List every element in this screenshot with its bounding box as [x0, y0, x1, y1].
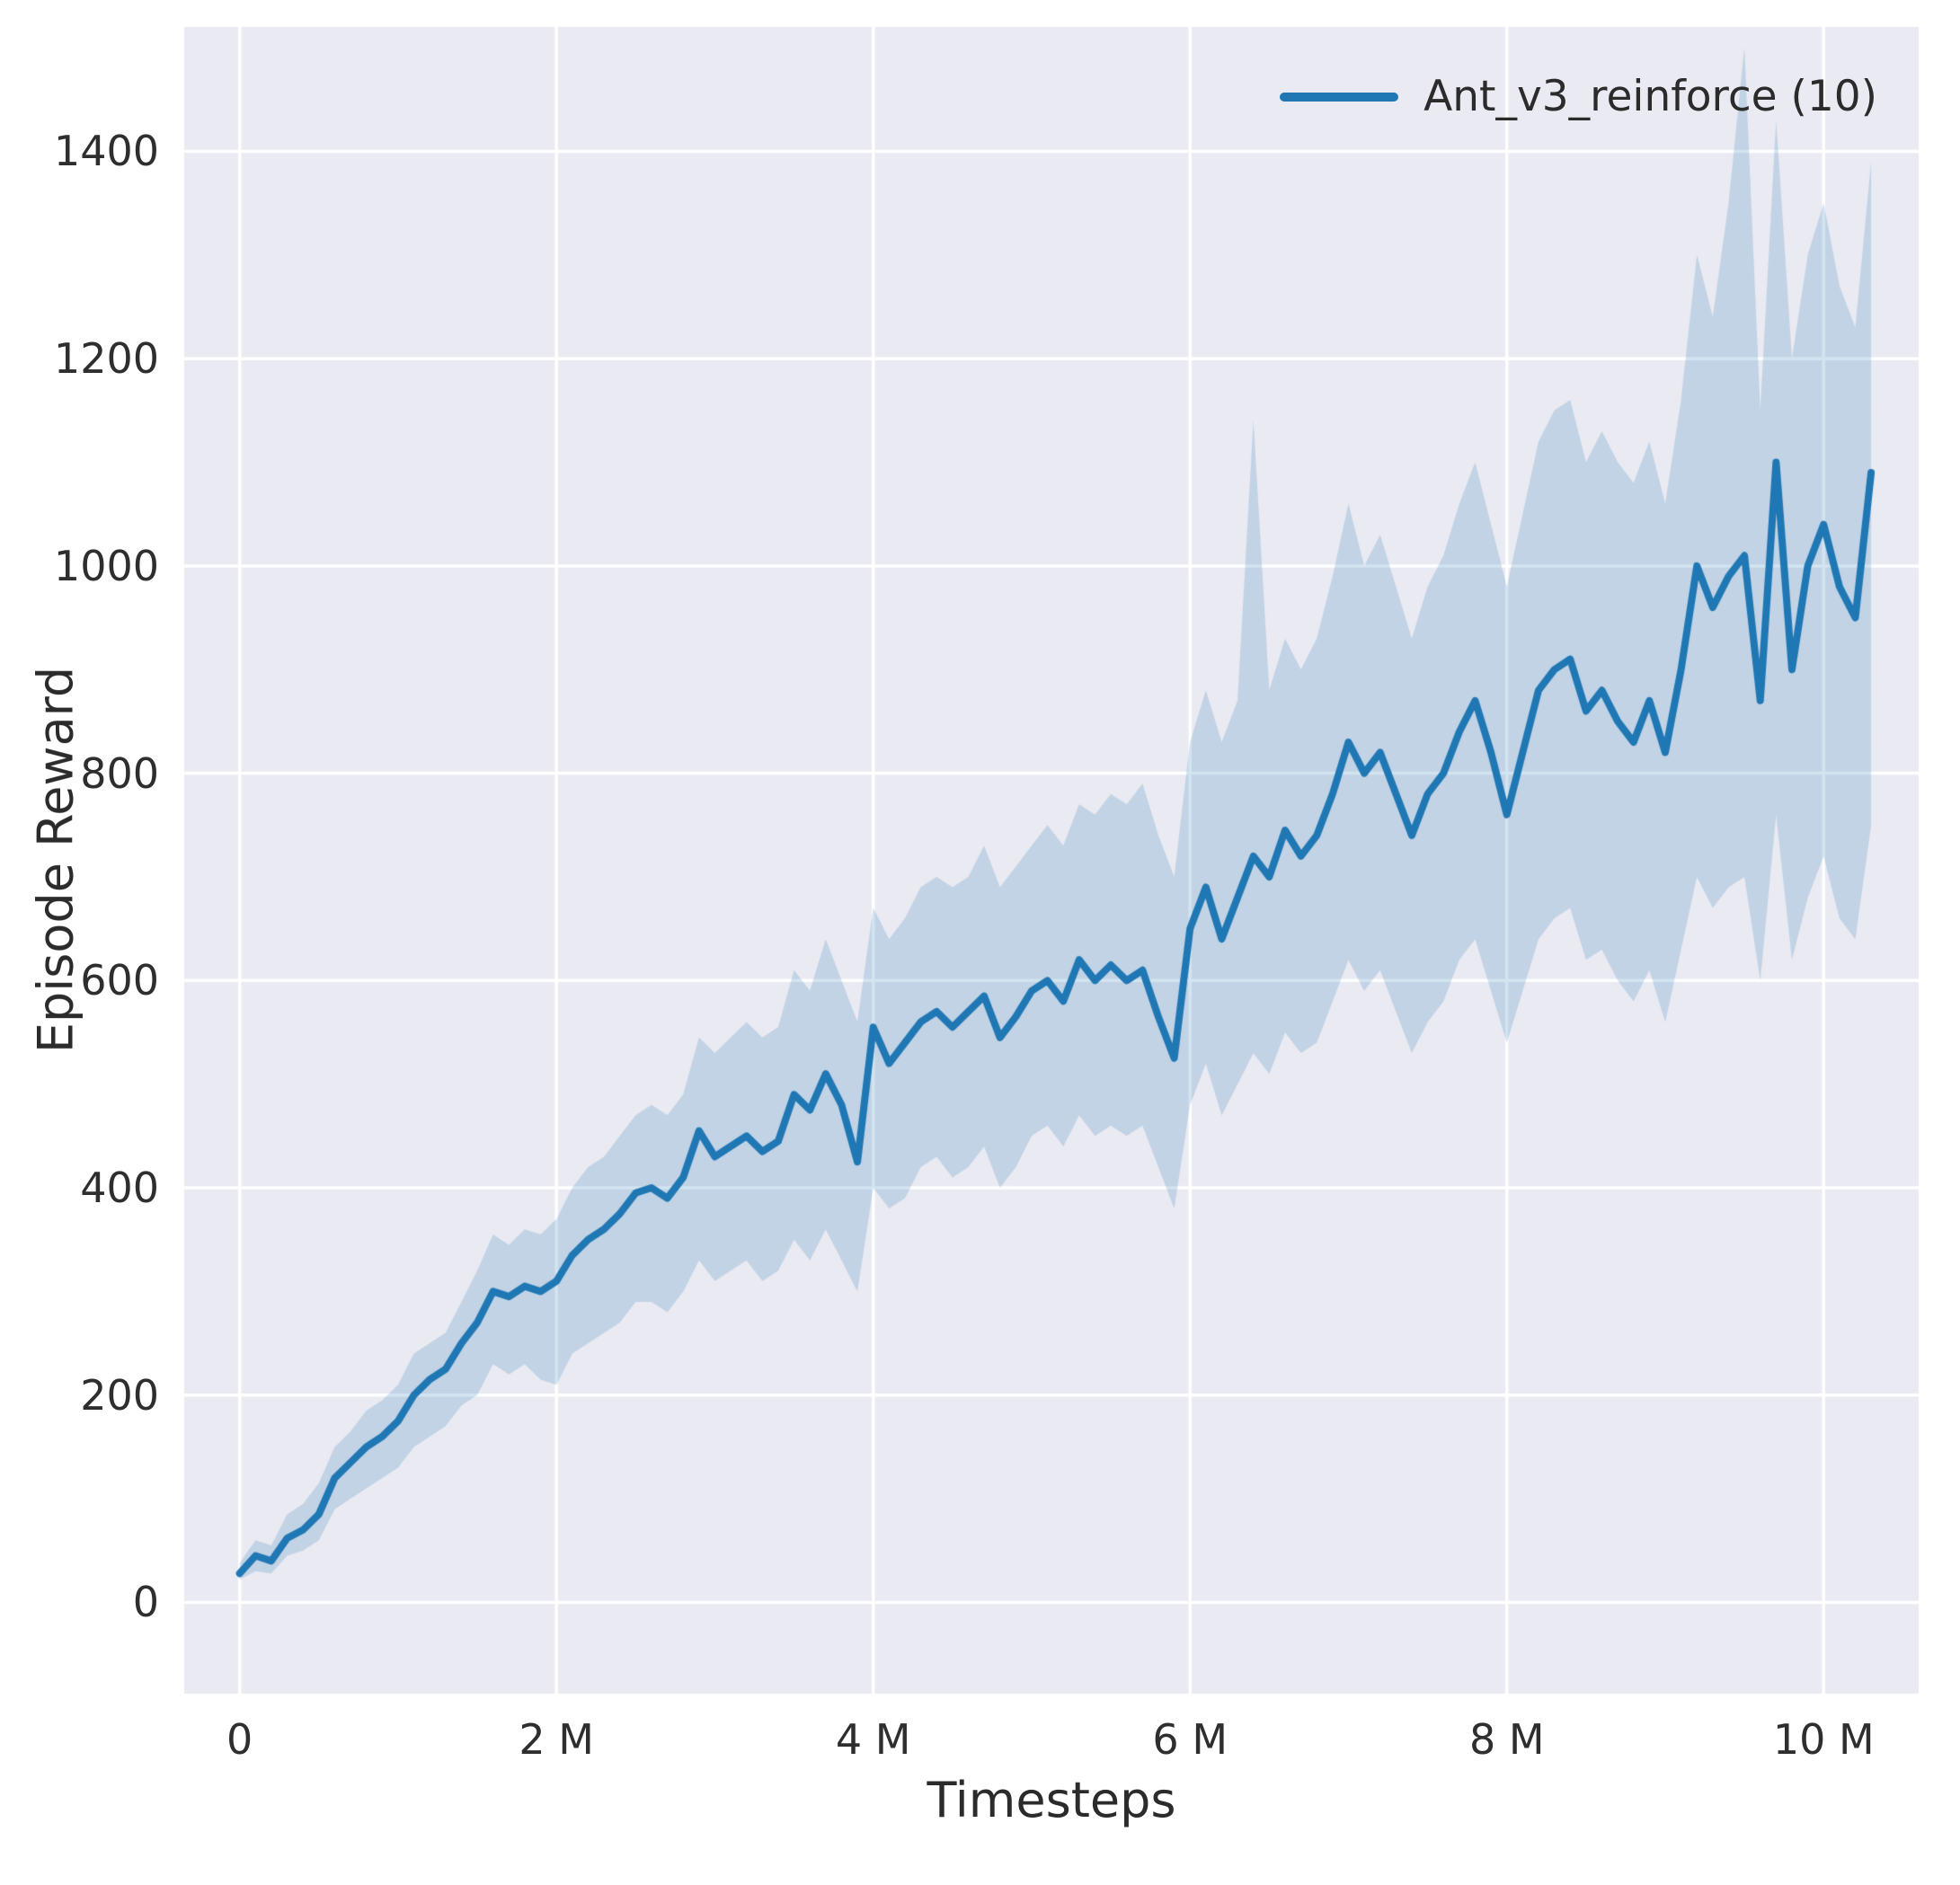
- x-axis-label: Timesteps: [927, 1772, 1176, 1828]
- y-tick-label: 200: [80, 1370, 159, 1420]
- x-tick-label: 4 M: [835, 1715, 911, 1764]
- legend-label: Ant_v3_reinforce (10): [1423, 72, 1877, 121]
- y-tick-label: 600: [80, 956, 159, 1005]
- y-tick-label: 0: [132, 1578, 159, 1627]
- x-tick-label: 10 M: [1772, 1715, 1875, 1764]
- x-tick-label: 2 M: [519, 1715, 594, 1764]
- y-tick-label: 800: [80, 748, 159, 798]
- x-tick-label: 6 M: [1152, 1715, 1228, 1764]
- x-tick-label: 0: [226, 1715, 253, 1764]
- x-tick-label: 8 M: [1468, 1715, 1545, 1764]
- legend: Ant_v3_reinforce (10): [1280, 72, 1877, 121]
- y-tick-label: 1200: [53, 334, 159, 384]
- y-tick-label: 1000: [53, 541, 159, 590]
- legend-line-swatch: [1280, 92, 1399, 102]
- y-tick-label: 1400: [53, 127, 159, 176]
- y-tick-label: 400: [80, 1164, 159, 1213]
